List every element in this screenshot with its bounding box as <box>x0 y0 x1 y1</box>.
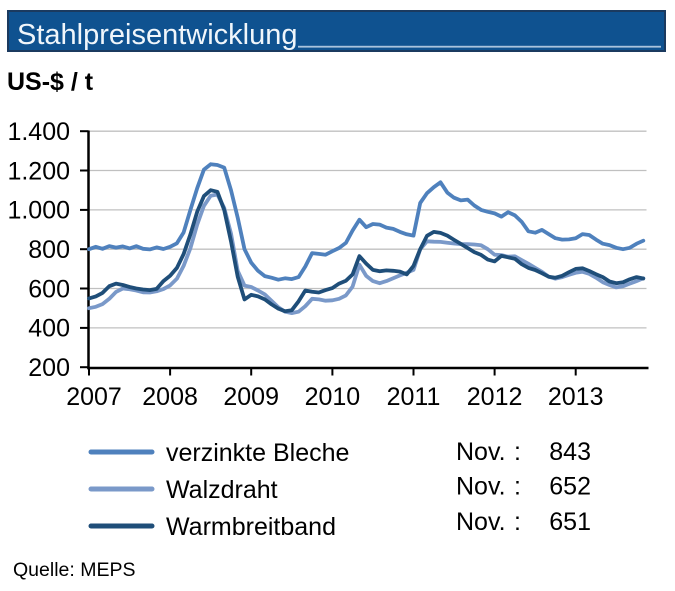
svg-text::: : <box>514 438 521 466</box>
svg-text:600: 600 <box>28 275 70 303</box>
svg-text:2008: 2008 <box>142 383 198 411</box>
svg-text:800: 800 <box>28 236 70 264</box>
svg-text:2013: 2013 <box>548 383 604 411</box>
svg-text::: : <box>514 508 521 536</box>
svg-text:Nov.: Nov. <box>456 473 506 501</box>
svg-text:2010: 2010 <box>305 383 361 411</box>
svg-text:200: 200 <box>28 354 70 382</box>
svg-text:651: 651 <box>549 508 591 536</box>
svg-text:2009: 2009 <box>223 383 279 411</box>
svg-text::: : <box>514 473 521 501</box>
svg-text:Nov.: Nov. <box>456 508 506 536</box>
svg-text:1.200: 1.200 <box>7 157 70 185</box>
svg-text:2012: 2012 <box>467 383 523 411</box>
svg-text:Warmbreitband: Warmbreitband <box>166 513 336 541</box>
svg-text:Quelle: MEPS: Quelle: MEPS <box>13 559 135 581</box>
svg-text:652: 652 <box>549 473 591 501</box>
svg-text:Stahlpreisentwicklung: Stahlpreisentwicklung <box>17 19 297 51</box>
svg-text:2011: 2011 <box>387 383 441 411</box>
svg-text:US-$ / t: US-$ / t <box>7 68 94 96</box>
svg-text:Walzdraht: Walzdraht <box>166 476 278 504</box>
svg-text:2007: 2007 <box>66 383 122 411</box>
svg-text:Nov.: Nov. <box>456 438 506 466</box>
svg-text:400: 400 <box>28 315 70 343</box>
svg-text:verzinkte Bleche: verzinkte Bleche <box>166 439 349 467</box>
svg-text:1.000: 1.000 <box>7 197 70 225</box>
svg-text:1.400: 1.400 <box>7 118 70 146</box>
svg-text:843: 843 <box>549 438 591 466</box>
